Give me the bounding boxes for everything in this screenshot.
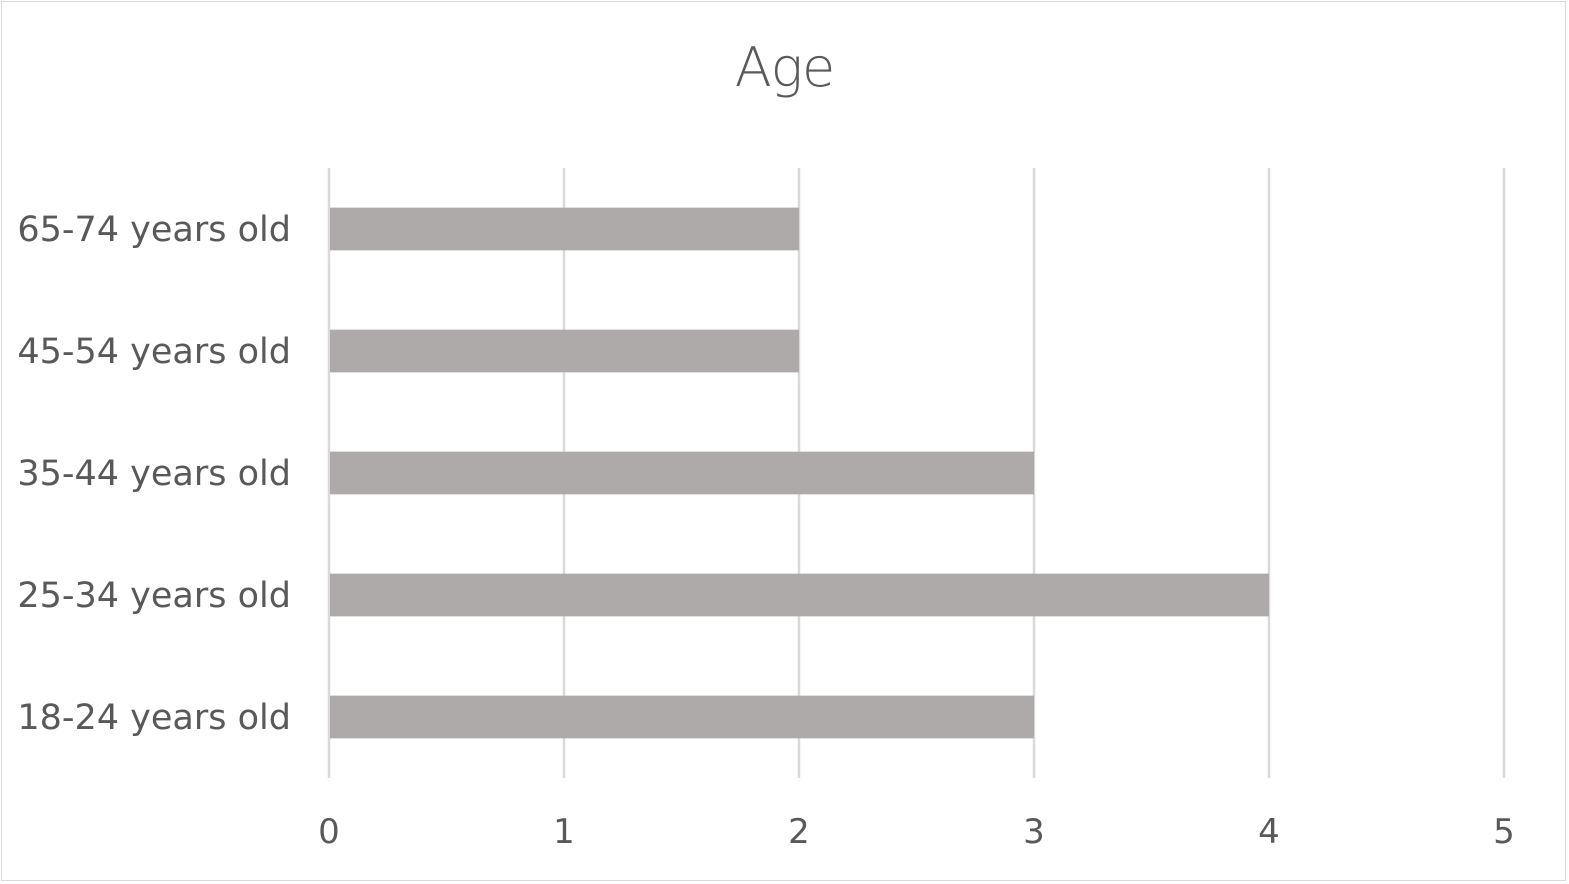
x-tick-label: 2 (788, 812, 810, 852)
bar-25-34 (330, 573, 1269, 617)
bar-45-54 (330, 329, 799, 373)
bar-18-24 (330, 695, 1034, 739)
bars (330, 207, 1269, 739)
category-label: 45-54 years old (17, 332, 291, 372)
x-tick-label: 3 (1023, 812, 1045, 852)
x-tick-label: 1 (553, 812, 575, 852)
bar-65-74 (330, 207, 799, 251)
category-label: 65-74 years old (17, 210, 291, 250)
bar-35-44 (330, 451, 1034, 495)
x-tick-label: 4 (1258, 812, 1280, 852)
chart-title: Age (734, 36, 836, 99)
x-tick-labels: 0 1 2 3 4 5 (318, 812, 1515, 852)
category-label: 35-44 years old (17, 454, 291, 494)
x-tick-label: 0 (318, 812, 340, 852)
category-label: 25-34 years old (17, 576, 291, 616)
x-tick-label: 5 (1493, 812, 1515, 852)
category-label: 18-24 years old (17, 698, 291, 738)
category-labels: 65-74 years old 45-54 years old 35-44 year… (17, 210, 291, 738)
